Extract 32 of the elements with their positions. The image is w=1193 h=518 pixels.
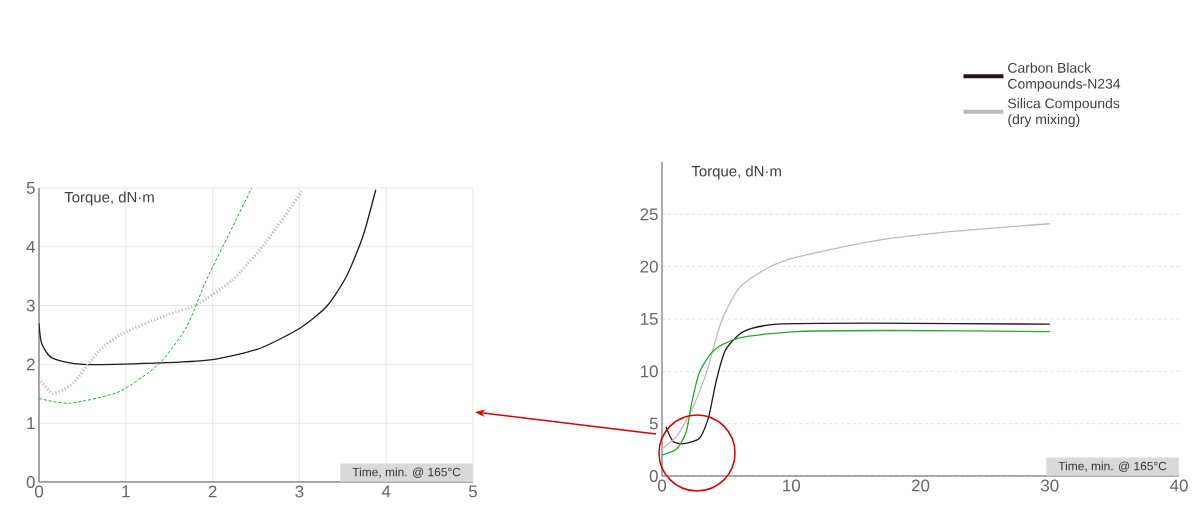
y-tick-label: 25	[640, 208, 658, 221]
x-tick-label: 10	[783, 479, 801, 492]
x-tick-label: 0	[657, 479, 667, 492]
y-axis-title: Torque, dN·m	[691, 165, 781, 180]
x-tick-label: 40	[1169, 479, 1188, 492]
y-tick-label: 20	[640, 260, 658, 273]
line-series	[39, 187, 253, 404]
y-tick-label: 2	[26, 358, 35, 371]
x-tick-label: 30	[1040, 479, 1059, 492]
y-tick-label: 15	[640, 313, 658, 325]
y-tick-label: 5	[26, 182, 35, 194]
y-axis-title: Torque, dN·m	[64, 191, 154, 206]
x-tick-label: 0	[34, 485, 44, 498]
x-tick-label: 1	[122, 485, 130, 498]
legend-label: Silica Compounds (dry mixing)	[1008, 98, 1120, 127]
x-tick-label: 5	[468, 485, 477, 498]
y-tick-label: 0	[649, 469, 658, 482]
y-tick-label: 3	[26, 299, 35, 312]
line-series	[39, 188, 305, 395]
x-tick-label: 2	[208, 485, 217, 498]
y-tick-label: 4	[26, 240, 35, 253]
y-tick-label: 5	[649, 417, 658, 430]
y-tick-label: 10	[640, 365, 658, 378]
y-tick-label: 1	[27, 417, 35, 430]
x-tick-label: 3	[295, 485, 304, 498]
x-tick-label: 20	[911, 479, 930, 492]
line-series	[662, 223, 1051, 450]
legend-label: Carbon Black Compounds-N234	[1008, 62, 1121, 92]
line-series	[39, 189, 377, 366]
x-tick-label: 4	[381, 485, 391, 498]
x-axis-title: Time, min. @ 165°C	[352, 467, 461, 478]
x-axis-title: Time, min. @ 165°C	[1058, 461, 1167, 472]
